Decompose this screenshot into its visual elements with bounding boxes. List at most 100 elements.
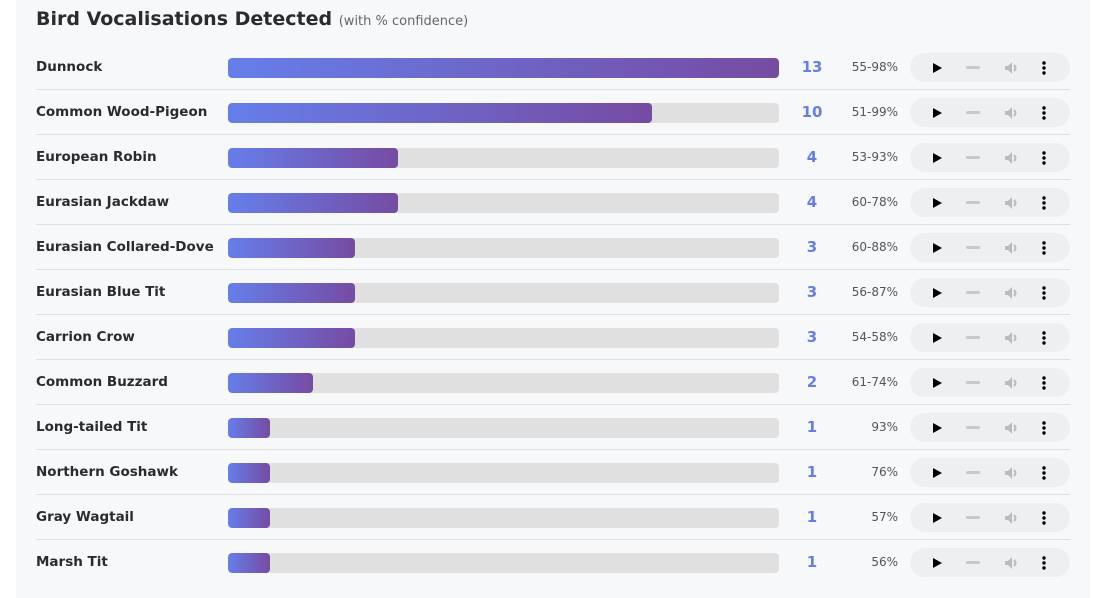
play-icon[interactable] [927, 413, 947, 442]
bird-row: Gray Wagtail 1 57% [36, 495, 1070, 540]
volume-icon[interactable] [1002, 278, 1022, 307]
play-icon[interactable] [927, 368, 947, 397]
confidence-range: 60-88% [851, 240, 898, 254]
count-bar-fill [228, 103, 652, 123]
progress-slider[interactable] [963, 188, 983, 217]
confidence-range: 56% [871, 555, 898, 569]
progress-slider[interactable] [963, 143, 983, 172]
confidence-range: 76% [871, 465, 898, 479]
detection-count: 13 [801, 58, 823, 76]
bird-list: Dunnock 13 55-98% Common Wood-Pigeon 10 … [36, 45, 1070, 585]
audio-player [910, 368, 1070, 397]
detection-count: 1 [806, 418, 818, 436]
progress-slider[interactable] [963, 98, 983, 127]
confidence-range: 57% [871, 510, 898, 524]
panel-title: Bird Vocalisations Detected (with % conf… [36, 8, 468, 30]
more-options-icon[interactable] [1034, 98, 1054, 127]
more-options-icon[interactable] [1034, 53, 1054, 82]
progress-slider[interactable] [963, 413, 983, 442]
progress-slider[interactable] [963, 53, 983, 82]
progress-slider[interactable] [963, 503, 983, 532]
play-icon[interactable] [927, 188, 947, 217]
play-icon[interactable] [927, 98, 947, 127]
play-icon[interactable] [927, 503, 947, 532]
count-bar-fill [228, 553, 271, 573]
count-bar [228, 508, 779, 528]
play-icon[interactable] [927, 458, 947, 487]
count-bar [228, 148, 779, 168]
confidence-range: 51-99% [851, 105, 898, 119]
audio-player [910, 278, 1070, 307]
more-options-icon[interactable] [1034, 503, 1054, 532]
volume-icon[interactable] [1002, 458, 1022, 487]
count-bar [228, 103, 779, 123]
progress-slider[interactable] [963, 368, 983, 397]
bird-row: Carrion Crow 3 54-58% [36, 315, 1070, 360]
bird-row: Eurasian Blue Tit 3 56-87% [36, 270, 1070, 315]
more-options-icon[interactable] [1034, 458, 1054, 487]
bird-row: European Robin 4 53-93% [36, 135, 1070, 180]
confidence-range: 55-98% [851, 60, 898, 74]
audio-player [910, 458, 1070, 487]
volume-icon[interactable] [1002, 548, 1022, 577]
detection-count: 1 [806, 463, 818, 481]
volume-icon[interactable] [1002, 413, 1022, 442]
volume-icon[interactable] [1002, 233, 1022, 262]
volume-icon[interactable] [1002, 143, 1022, 172]
more-options-icon[interactable] [1034, 233, 1054, 262]
count-bar [228, 418, 779, 438]
more-options-icon[interactable] [1034, 548, 1054, 577]
bird-name: Eurasian Jackdaw [36, 194, 170, 210]
progress-slider[interactable] [963, 548, 983, 577]
bird-name: Dunnock [36, 59, 103, 75]
volume-icon[interactable] [1002, 188, 1022, 217]
count-bar [228, 373, 779, 393]
detection-count: 4 [806, 193, 818, 211]
bird-name: Eurasian Blue Tit [36, 284, 166, 300]
volume-icon[interactable] [1002, 503, 1022, 532]
audio-player [910, 53, 1070, 82]
more-options-icon[interactable] [1034, 143, 1054, 172]
detection-count: 10 [801, 103, 823, 121]
bird-row: Eurasian Jackdaw 4 60-78% [36, 180, 1070, 225]
bird-name: Long-tailed Tit [36, 419, 148, 435]
volume-icon[interactable] [1002, 368, 1022, 397]
more-options-icon[interactable] [1034, 413, 1054, 442]
more-options-icon[interactable] [1034, 323, 1054, 352]
audio-player [910, 503, 1070, 532]
more-options-icon[interactable] [1034, 368, 1054, 397]
bird-row: Marsh Tit 1 56% [36, 540, 1070, 585]
play-icon[interactable] [927, 53, 947, 82]
count-bar [228, 283, 779, 303]
play-icon[interactable] [927, 278, 947, 307]
volume-icon[interactable] [1002, 53, 1022, 82]
play-icon[interactable] [927, 143, 947, 172]
bird-row: Long-tailed Tit 1 93% [36, 405, 1070, 450]
count-bar [228, 553, 779, 573]
bird-name: European Robin [36, 149, 157, 165]
count-bar-fill [228, 283, 356, 303]
more-options-icon[interactable] [1034, 188, 1054, 217]
count-bar [228, 193, 779, 213]
volume-icon[interactable] [1002, 98, 1022, 127]
bird-name: Gray Wagtail [36, 509, 134, 525]
volume-icon[interactable] [1002, 323, 1022, 352]
progress-slider[interactable] [963, 278, 983, 307]
progress-slider[interactable] [963, 233, 983, 262]
count-bar [228, 328, 779, 348]
play-icon[interactable] [927, 233, 947, 262]
play-icon[interactable] [927, 548, 947, 577]
count-bar-fill [228, 193, 398, 213]
audio-player [910, 143, 1070, 172]
play-icon[interactable] [927, 323, 947, 352]
audio-player [910, 188, 1070, 217]
progress-slider[interactable] [963, 458, 983, 487]
count-bar-fill [228, 463, 271, 483]
confidence-range: 60-78% [851, 195, 898, 209]
audio-player [910, 233, 1070, 262]
more-options-icon[interactable] [1034, 278, 1054, 307]
progress-slider[interactable] [963, 323, 983, 352]
bird-name: Common Buzzard [36, 374, 168, 390]
count-bar-fill [228, 328, 356, 348]
count-bar [228, 463, 779, 483]
